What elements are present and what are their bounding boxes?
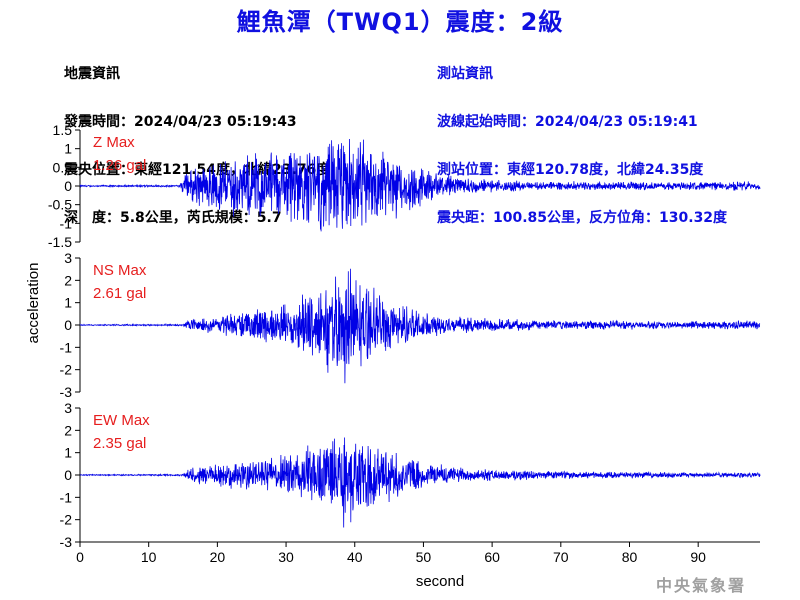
y-tick-label-z: 1 (64, 141, 72, 157)
x-tick-label: 80 (622, 549, 638, 565)
y-tick-label-ew: -3 (60, 534, 73, 550)
panel-max-ns: 2.61 gal (93, 285, 146, 302)
y-tick-label-z: -1 (60, 215, 73, 231)
y-tick-label-ew: 3 (64, 400, 72, 416)
panel-label-ew: EW Max (93, 412, 150, 429)
y-tick-label-ns: 0 (64, 317, 72, 333)
waveform-ns (79, 268, 761, 384)
y-tick-label-ew: -1 (60, 489, 73, 505)
x-tick-label: 90 (690, 549, 706, 565)
station-info-heading: 測站資訊 (437, 66, 493, 82)
y-tick-label-z: 0 (64, 178, 72, 194)
x-tick-label: 40 (347, 549, 363, 565)
y-tick-label-ew: 1 (64, 445, 72, 461)
x-tick-label: 20 (210, 549, 226, 565)
origin-time: 發震時間：2024/04/23 05:19:43 (64, 114, 297, 130)
x-tick-label: 50 (416, 549, 432, 565)
y-tick-label-z: 0.5 (53, 159, 73, 175)
x-tick-label: 10 (141, 549, 157, 565)
epicentral-distance: 震央距：100.85公里，反方位角：130.32度 (437, 210, 728, 226)
y-tick-label-ns: 2 (64, 272, 72, 288)
y-tick-label-ew: 0 (64, 467, 72, 483)
agency-watermark: 中央氣象署 (656, 576, 747, 595)
station-location: 測站位置：東經120.78度，北緯24.35度 (437, 162, 704, 178)
wave-start-time: 波線起始時間：2024/04/23 05:19:41 (437, 114, 698, 130)
y-tick-label-ns: -1 (60, 339, 73, 355)
y-tick-label-ns: -2 (60, 362, 73, 378)
y-axis-title: acceleration (25, 263, 42, 344)
x-tick-label: 70 (553, 549, 569, 565)
y-tick-label-z: -1.5 (48, 234, 72, 250)
x-tick-label: 0 (76, 549, 84, 565)
waveform-z (79, 138, 761, 232)
depth-magnitude: 深 度：5.8公里，芮氏規模：5.7 (64, 210, 282, 226)
earthquake-info: 地震資訊 發震時間：2024/04/23 05:19:43 震央位置：東經121… (64, 34, 330, 242)
y-tick-label-z: -0.5 (48, 197, 72, 213)
y-tick-label-ns: 1 (64, 295, 72, 311)
x-tick-label: 30 (278, 549, 294, 565)
y-tick-label-ns: -3 (60, 384, 73, 400)
y-tick-label-ew: 2 (64, 422, 72, 438)
earthquake-info-heading: 地震資訊 (64, 66, 120, 82)
panel-max-ew: 2.35 gal (93, 435, 146, 452)
panel-max-z: 1.26 gal (93, 157, 146, 174)
page-title: 鯉魚潭（TWQ1）震度：2級 (236, 8, 564, 36)
y-tick-label-ns: 3 (64, 250, 72, 266)
epicenter-location: 震央位置：東經121.54度，北緯23.76度 (64, 162, 331, 178)
y-tick-label-ew: -2 (60, 512, 73, 528)
station-info: 測站資訊 波線起始時間：2024/04/23 05:19:41 測站位置：東經1… (437, 34, 727, 242)
waveform-ew (79, 437, 761, 528)
x-axis-title: second (416, 573, 464, 590)
panel-label-ns: NS Max (93, 262, 147, 279)
x-tick-label: 60 (484, 549, 500, 565)
y-tick-label-z: 1.5 (53, 122, 73, 138)
panel-label-z: Z Max (93, 134, 135, 151)
